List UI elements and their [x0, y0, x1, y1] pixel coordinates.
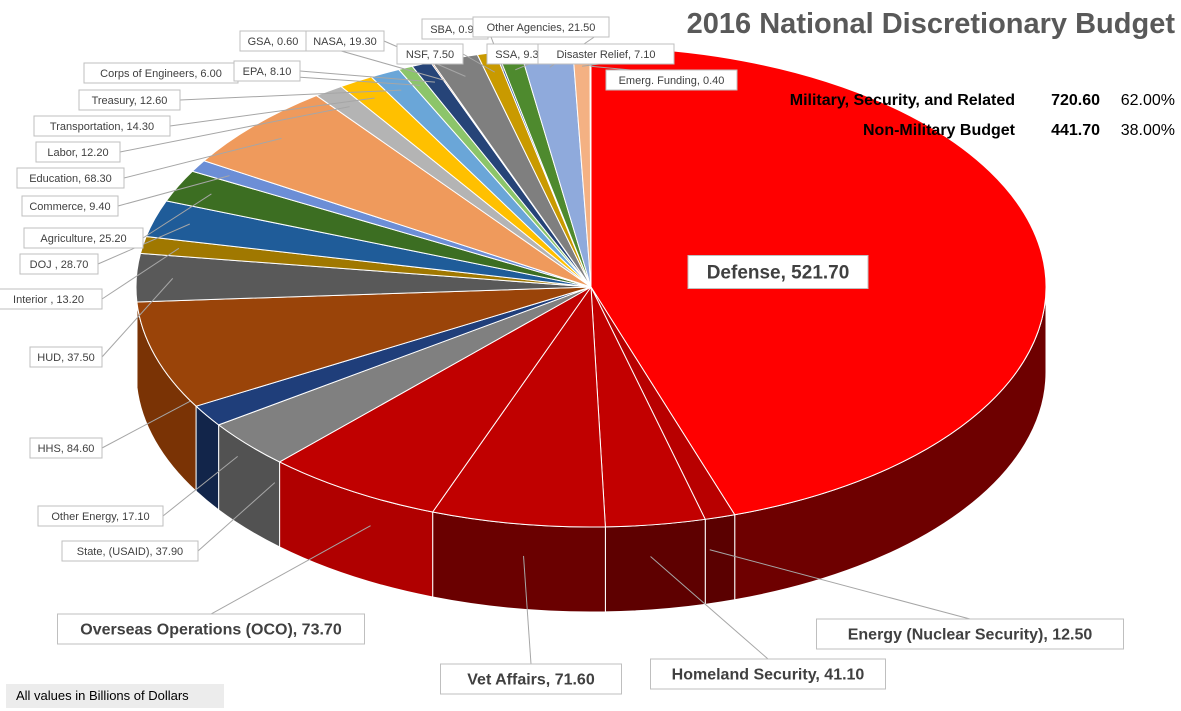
- label-box: [537, 43, 675, 65]
- leader-line: [119, 106, 350, 153]
- leader-line: [101, 400, 191, 449]
- label-box: [61, 540, 199, 562]
- data-label-vet-affairs: Vet Affairs, 71.60: [467, 672, 595, 689]
- data-label-education: Education, 68.30: [29, 173, 112, 185]
- data-label-nasa: NASA, 19.30: [313, 36, 377, 48]
- leader-line: [101, 278, 174, 358]
- label-box: [650, 658, 886, 690]
- data-label-state-usaid: State, (USAID), 37.90: [77, 546, 183, 558]
- summary-label: Military, Security, and Related: [789, 92, 1015, 109]
- data-label-defense: Defense, 521.70: [707, 263, 850, 284]
- label-box: [78, 89, 181, 111]
- summary-value: 720.60: [1051, 92, 1100, 109]
- leader-line: [123, 137, 282, 179]
- leader-line: [197, 482, 276, 552]
- label-box: [396, 43, 464, 65]
- label-box: [29, 437, 103, 459]
- data-label-other-agencies: Other Agencies, 21.50: [487, 22, 596, 34]
- data-labels: Defense, 521.70 Energy (Nuclear Security)…: [0, 16, 1124, 695]
- summary-label: Non-Military Budget: [863, 122, 1015, 139]
- data-label-transportation: Transportation, 14.30: [50, 121, 154, 133]
- data-label-energy-nuclear-security: Energy (Nuclear Security), 12.50: [848, 627, 1093, 644]
- label-box: [0, 288, 103, 310]
- leader-line: [117, 175, 230, 207]
- data-label-sba: SBA, 0.90: [430, 24, 480, 36]
- data-label-labor: Labor, 12.20: [47, 147, 108, 159]
- summary-value: 441.70: [1051, 122, 1100, 139]
- label-box: [472, 16, 610, 38]
- leader-line: [523, 555, 532, 665]
- summary-percent: 62.00%: [1120, 92, 1175, 109]
- label-box: [816, 618, 1124, 650]
- chart-title: 2016 National Discretionary Budget: [686, 8, 1175, 40]
- data-label-ssa: SSA, 9.30: [495, 49, 545, 61]
- data-label-overseas-operations-oco: Overseas Operations (OCO), 73.70: [80, 622, 342, 639]
- label-box: [29, 346, 103, 368]
- slice-overseas-operations-oco: [278, 286, 592, 513]
- label-box: [440, 663, 622, 695]
- label-box: [16, 167, 125, 189]
- slice-vet-affairs: [431, 285, 606, 528]
- label-box: [23, 227, 144, 249]
- label-box: [37, 505, 164, 527]
- leader-line: [462, 53, 495, 73]
- data-label-corps-of-engineers: Corps of Engineers, 6.00: [100, 68, 222, 80]
- leader-line: [169, 97, 375, 127]
- slice-hhs: [136, 286, 592, 407]
- data-label-nsf: NSF, 7.50: [406, 49, 454, 61]
- pie-side-walls: [135, 286, 1047, 613]
- leader-line: [101, 247, 180, 300]
- side-energy-nuclear-security: [704, 514, 736, 605]
- label-box: [21, 195, 119, 217]
- leader-line: [650, 556, 769, 660]
- label-box: [19, 253, 99, 275]
- data-label-gsa: GSA, 0.60: [248, 36, 299, 48]
- label-box: [605, 69, 738, 91]
- budget-summary: Military, Security, and Related 720.60 6…: [760, 86, 1175, 146]
- data-label-emerg-funding: Emerg. Funding, 0.40: [619, 75, 725, 87]
- data-label-agriculture: Agriculture, 25.20: [40, 233, 126, 245]
- data-label-disaster-relief: Disaster Relief, 7.10: [556, 49, 655, 61]
- leader-line: [299, 70, 436, 83]
- summary-percent: 38.00%: [1120, 122, 1175, 139]
- label-box: [305, 30, 385, 52]
- data-label-commerce: Commerce, 9.40: [29, 201, 110, 213]
- data-label-doj: DOJ , 28.70: [30, 259, 89, 271]
- summary-row-non-military: Non-Military Budget 441.70 38.00%: [760, 116, 1175, 146]
- data-label-interior: Interior , 13.20: [13, 294, 84, 306]
- label-box: [35, 141, 121, 163]
- label-box: [233, 60, 301, 82]
- side-homeland-security: [604, 518, 706, 613]
- data-label-treasury: Treasury, 12.60: [92, 95, 168, 107]
- leader-line: [97, 223, 191, 265]
- leader-line: [210, 525, 371, 615]
- label-box: [57, 613, 365, 645]
- data-label-other-energy: Other Energy, 17.10: [51, 511, 149, 523]
- leader-line: [142, 193, 212, 239]
- summary-row-military: Military, Security, and Related 720.60 6…: [760, 86, 1175, 116]
- data-label-hud: HUD, 37.50: [37, 352, 94, 364]
- leader-line: [709, 549, 971, 620]
- data-label-hhs: HHS, 84.60: [38, 443, 95, 455]
- data-label-epa: EPA, 8.10: [243, 66, 292, 78]
- data-label-homeland-security: Homeland Security, 41.10: [672, 667, 865, 684]
- label-box: [33, 115, 171, 137]
- label-box: [687, 255, 869, 289]
- leader-line: [179, 89, 402, 101]
- units-note: All values in Billions of Dollars: [6, 684, 224, 708]
- leader-line: [162, 455, 238, 517]
